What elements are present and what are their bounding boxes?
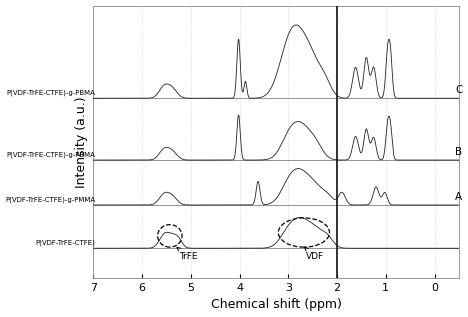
Text: VDF: VDF bbox=[305, 247, 324, 262]
Text: A: A bbox=[455, 192, 462, 202]
Text: P(VDF-TrFE-CTFE)-g-PMMA: P(VDF-TrFE-CTFE)-g-PMMA bbox=[6, 196, 95, 203]
Text: TrFE: TrFE bbox=[177, 247, 197, 262]
Text: C: C bbox=[455, 86, 462, 95]
Text: B: B bbox=[455, 147, 462, 157]
Text: P(VDF-TrFE-CTFE)-g-PBMA: P(VDF-TrFE-CTFE)-g-PBMA bbox=[7, 151, 95, 158]
Text: P(VDF-TrFE-CTFE)-g-PBMA: P(VDF-TrFE-CTFE)-g-PBMA bbox=[7, 89, 95, 96]
Text: P(VDF-TrFE-CTFE): P(VDF-TrFE-CTFE) bbox=[36, 240, 95, 246]
X-axis label: Chemical shift (ppm): Chemical shift (ppm) bbox=[211, 298, 342, 311]
Y-axis label: Intensity (a.u.): Intensity (a.u.) bbox=[75, 96, 88, 188]
